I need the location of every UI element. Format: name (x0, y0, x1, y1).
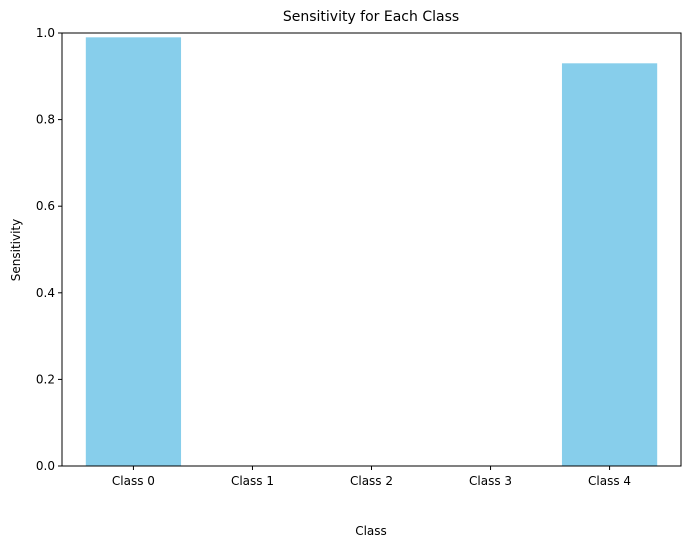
x-tick-label: Class 4 (588, 474, 631, 488)
y-tick-label: 0.6 (36, 199, 55, 213)
x-axis-ticks: Class 0 Class 1 Class 2 Class 3 Class 4 (112, 466, 631, 488)
x-tick-label: Class 1 (231, 474, 274, 488)
bars-group (85, 37, 658, 467)
x-tick-label: Class 2 (350, 474, 393, 488)
y-tick-label: 0.2 (36, 372, 55, 386)
bar-class-4 (561, 63, 658, 467)
x-tick-label: Class 3 (469, 474, 512, 488)
plot-frame (61, 32, 682, 467)
x-tick-label: Class 0 (112, 474, 155, 488)
y-axis-ticks: 0.0 0.2 0.4 0.6 0.8 1.0 (36, 26, 62, 473)
x-axis-label: Class (355, 524, 387, 538)
chart-title: Sensitivity for Each Class (283, 9, 459, 25)
y-axis-label: Sensitivity (9, 219, 23, 281)
y-tick-label: 1.0 (36, 26, 55, 40)
y-tick-label: 0.8 (36, 113, 55, 127)
y-tick-label: 0.4 (36, 286, 55, 300)
bar-class-0 (85, 37, 182, 467)
y-tick-label: 0.0 (36, 459, 55, 473)
